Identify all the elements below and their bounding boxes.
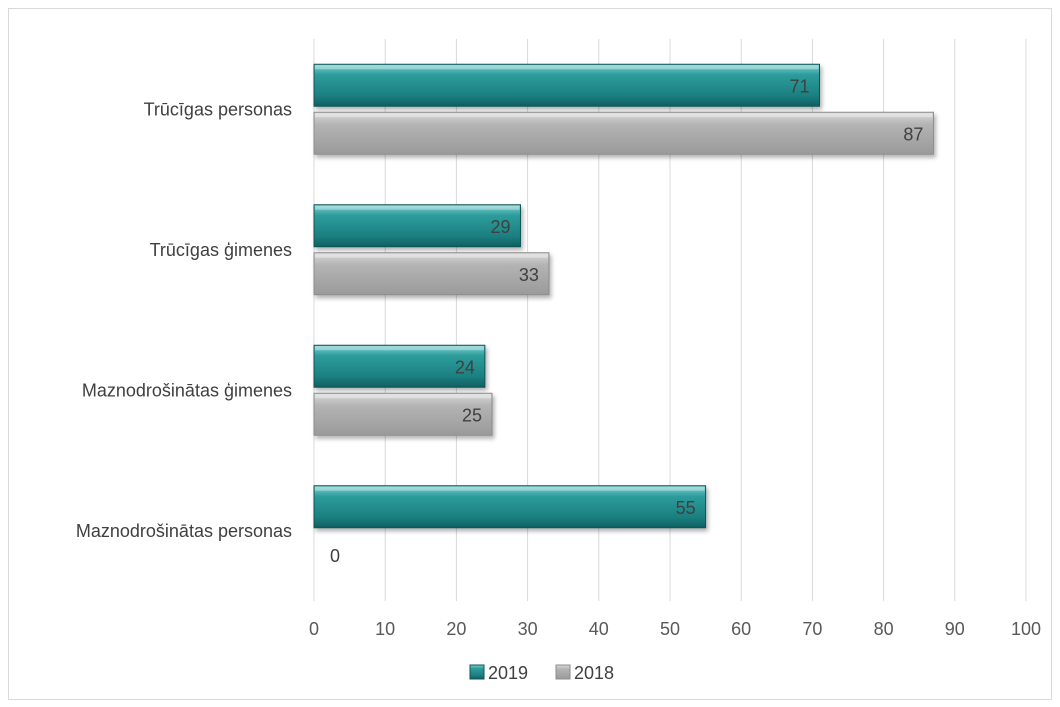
data-label: 24 xyxy=(455,357,475,377)
category-label: Maznodrošinātas personas xyxy=(76,521,292,541)
x-tick-label: 20 xyxy=(446,619,466,639)
bar-highlight xyxy=(315,113,933,118)
data-label: 33 xyxy=(519,265,539,285)
bar-highlight xyxy=(315,65,819,70)
category-label: Trūcīgas personas xyxy=(144,99,292,119)
bar-chart: 0 10 20 30 40 50 60 70 80 90 100 Trūcīgas personas 7… xyxy=(76,39,1041,683)
category-label: Trūcīgas ģimenes xyxy=(150,240,292,260)
x-tick-label: 80 xyxy=(874,619,894,639)
x-tick-label: 70 xyxy=(802,619,822,639)
data-label: 29 xyxy=(490,217,510,237)
legend-swatch-2019 xyxy=(469,664,485,680)
x-tick-label: 40 xyxy=(589,619,609,639)
labels: 0 10 20 30 40 50 60 70 80 90 100 Trūcīgas personas 7… xyxy=(76,76,1041,639)
bar-2018 xyxy=(313,111,934,155)
bar-2019 xyxy=(313,63,821,107)
legend-swatch-2018 xyxy=(555,664,571,680)
bar-highlight xyxy=(315,486,705,491)
bar-highlight xyxy=(315,205,520,210)
chart-frame: 0 10 20 30 40 50 60 70 80 90 100 Trūcīgas personas 7… xyxy=(8,8,1052,700)
bar-2018 xyxy=(313,252,550,296)
data-label: 71 xyxy=(789,76,809,96)
x-tick-label: 100 xyxy=(1011,619,1041,639)
data-label: 55 xyxy=(676,498,696,518)
data-label: 25 xyxy=(462,405,482,425)
data-label: 0 xyxy=(330,546,340,566)
legend-label-2019: 2019 xyxy=(488,663,528,683)
bars xyxy=(313,63,934,529)
bar-2019 xyxy=(313,485,707,529)
bar-highlight xyxy=(315,346,484,351)
x-tick-label: 0 xyxy=(309,619,319,639)
category-label: Maznodrošinātas ģimenes xyxy=(82,380,292,400)
x-tick-label: 10 xyxy=(375,619,395,639)
bar-2019 xyxy=(313,204,521,248)
x-tick-label: 50 xyxy=(660,619,680,639)
x-tick-label: 60 xyxy=(731,619,751,639)
x-tick-label: 30 xyxy=(518,619,538,639)
x-tick-label: 90 xyxy=(945,619,965,639)
bar-2019 xyxy=(313,344,486,388)
data-label: 87 xyxy=(903,124,923,144)
bar-highlight xyxy=(315,253,548,258)
bar-2018 xyxy=(313,392,493,436)
legend-label-2018: 2018 xyxy=(574,663,614,683)
legend: 2019 2018 xyxy=(469,663,614,683)
bar-highlight xyxy=(315,394,491,399)
